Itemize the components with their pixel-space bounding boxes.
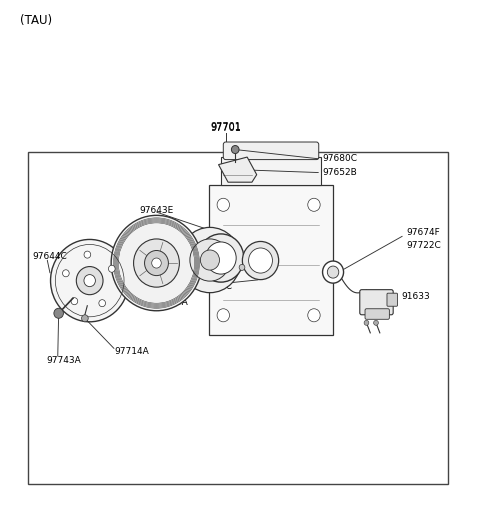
Bar (28, 152, 447, 483)
Circle shape (133, 239, 180, 287)
FancyBboxPatch shape (360, 290, 393, 315)
Bar (209, 185, 333, 335)
Circle shape (144, 250, 168, 276)
Circle shape (62, 270, 69, 277)
Text: 97643A: 97643A (153, 298, 188, 307)
Circle shape (111, 215, 202, 311)
Circle shape (99, 299, 106, 307)
Circle shape (108, 265, 115, 272)
Circle shape (54, 308, 63, 318)
Circle shape (84, 251, 91, 258)
Circle shape (71, 297, 78, 305)
Circle shape (308, 309, 320, 322)
Circle shape (327, 266, 339, 278)
Circle shape (217, 309, 229, 322)
Circle shape (205, 242, 236, 274)
Text: 91633: 91633 (401, 292, 430, 300)
Circle shape (249, 248, 273, 273)
Circle shape (373, 320, 378, 325)
Text: 97644C: 97644C (33, 252, 67, 261)
Circle shape (179, 227, 241, 293)
FancyBboxPatch shape (387, 293, 397, 306)
Text: 97652B: 97652B (322, 168, 357, 177)
Text: 97643E: 97643E (140, 206, 174, 215)
Circle shape (242, 241, 279, 280)
FancyBboxPatch shape (223, 142, 319, 160)
Text: 97674F: 97674F (406, 228, 440, 237)
Text: 97707C: 97707C (197, 282, 232, 291)
Circle shape (50, 239, 129, 322)
Circle shape (308, 198, 320, 211)
Text: 97743A: 97743A (47, 357, 82, 366)
Circle shape (152, 258, 161, 268)
Circle shape (217, 198, 229, 211)
Circle shape (84, 275, 96, 287)
Polygon shape (218, 157, 257, 182)
Text: 97701: 97701 (210, 124, 241, 133)
Bar (221, 157, 321, 185)
Circle shape (200, 250, 219, 270)
Circle shape (323, 261, 344, 283)
Circle shape (239, 265, 245, 270)
Text: 97714A: 97714A (114, 347, 149, 357)
Circle shape (82, 315, 88, 322)
Circle shape (364, 320, 369, 325)
Circle shape (76, 267, 103, 295)
Text: 97722C: 97722C (406, 241, 441, 250)
Text: (TAU): (TAU) (21, 14, 53, 27)
Circle shape (231, 145, 239, 154)
Text: 97680C: 97680C (322, 154, 357, 163)
Circle shape (198, 234, 244, 282)
Text: 97701: 97701 (210, 122, 241, 132)
FancyBboxPatch shape (365, 309, 389, 319)
Circle shape (190, 239, 230, 281)
